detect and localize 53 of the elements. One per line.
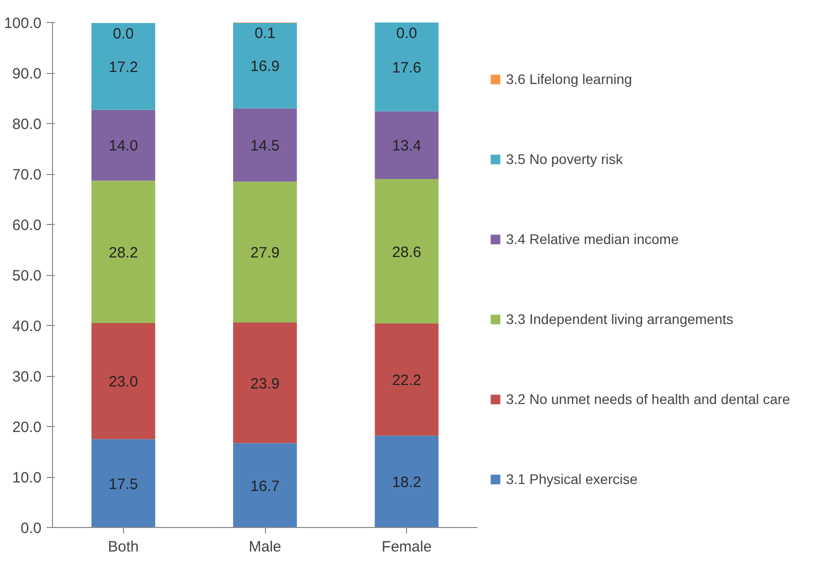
- y-tick-label: 10.0: [12, 470, 42, 486]
- bar: [233, 182, 297, 322]
- y-tick-label: 50.0: [12, 268, 42, 284]
- data-label: 28.2: [108, 244, 138, 262]
- data-label: 23.9: [250, 375, 280, 392]
- bar: [91, 439, 156, 528]
- data-label: 0.0: [396, 25, 418, 42]
- data-label: 16.7: [250, 478, 280, 495]
- data-label: 27.9: [250, 244, 280, 262]
- x-tick-label: Female: [382, 538, 432, 556]
- data-label: 17.2: [108, 58, 138, 76]
- bar: [91, 23, 156, 110]
- bar: [91, 110, 156, 181]
- x-tick-label: Male: [248, 538, 282, 556]
- legend-label: 3.5 No poverty risk: [506, 151, 623, 167]
- data-label: 17.5: [108, 476, 138, 493]
- legend-label: 3.3 Independent living arrangements: [506, 311, 734, 327]
- data-label: 13.4: [392, 138, 422, 155]
- bar: [91, 180, 156, 323]
- data-label: 14.5: [250, 137, 280, 154]
- legend-label: 3.2 No unmet needs of health and dental care: [506, 391, 790, 407]
- legend-label: 3.1 Physical exercise: [506, 471, 638, 487]
- bar: [374, 179, 439, 324]
- bar: [233, 23, 297, 108]
- bar: [374, 436, 439, 528]
- bar: [374, 323, 439, 436]
- y-tick-label: 70.0: [12, 166, 42, 184]
- legend-label: 3.4 Relative median income: [506, 231, 679, 247]
- x-tick-label: Both: [108, 538, 139, 556]
- y-tick-label: 0.0: [20, 520, 42, 537]
- bar: [233, 443, 297, 528]
- y-tick-label: 90.0: [12, 66, 42, 82]
- data-label: 18.2: [392, 474, 422, 492]
- y-tick-label: 40.0: [12, 318, 42, 335]
- data-label: 16.9: [250, 58, 280, 76]
- bar: [374, 22, 439, 112]
- data-label: 0.0: [112, 26, 134, 43]
- y-tick-label: 100.0: [4, 15, 42, 32]
- legend-label: 3.6 Lifelong learning: [506, 71, 632, 87]
- data-label: 23.0: [108, 374, 138, 391]
- data-label: 28.6: [392, 244, 422, 261]
- y-tick-label: 80.0: [12, 116, 42, 133]
- bar: [91, 322, 156, 440]
- y-tick-label: 30.0: [12, 368, 42, 386]
- y-tick-label: 60.0: [12, 217, 42, 234]
- y-tick-label: 20.0: [12, 419, 42, 436]
- data-label: 22.2: [392, 372, 422, 390]
- data-label: 0.1: [254, 25, 276, 42]
- data-label: 14.0: [108, 138, 138, 155]
- bar: [374, 111, 439, 180]
- data-label: 17.6: [392, 59, 422, 76]
- bar: [233, 322, 297, 444]
- bar: [233, 108, 297, 182]
